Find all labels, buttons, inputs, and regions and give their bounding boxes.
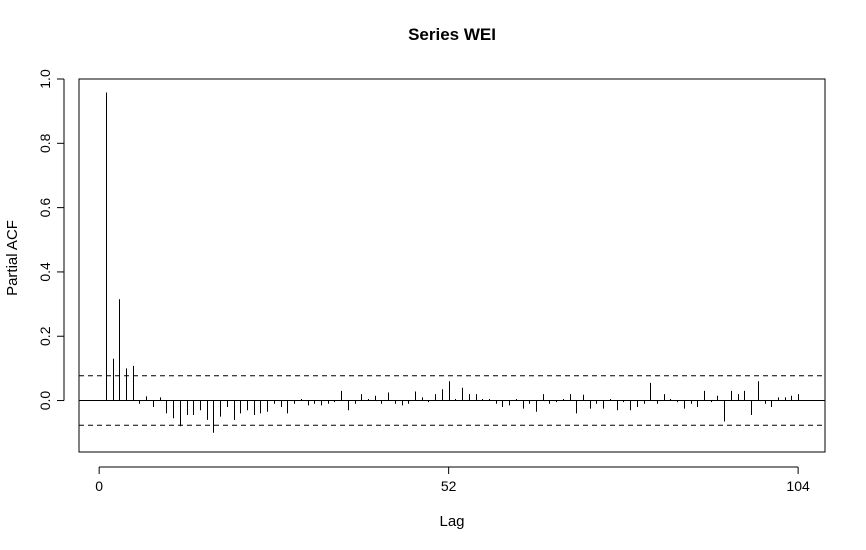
- x-tick-label: 52: [441, 478, 457, 494]
- x-tick-label: 104: [786, 478, 810, 494]
- y-tick-label: 0.8: [37, 133, 53, 153]
- y-axis-label: Partial ACF: [4, 220, 21, 296]
- plot-area-frame: [78, 78, 826, 453]
- chart-title: Series WEI: [408, 25, 496, 44]
- x-tick-label: 0: [95, 478, 103, 494]
- y-tick-label: 0.2: [37, 326, 53, 346]
- y-tick-label: 0.4: [37, 262, 53, 282]
- x-axis-label: Lag: [439, 513, 464, 530]
- y-tick-label: 1.0: [37, 69, 53, 89]
- y-tick-label: 0.0: [37, 391, 53, 411]
- y-tick-label: 0.6: [37, 198, 53, 218]
